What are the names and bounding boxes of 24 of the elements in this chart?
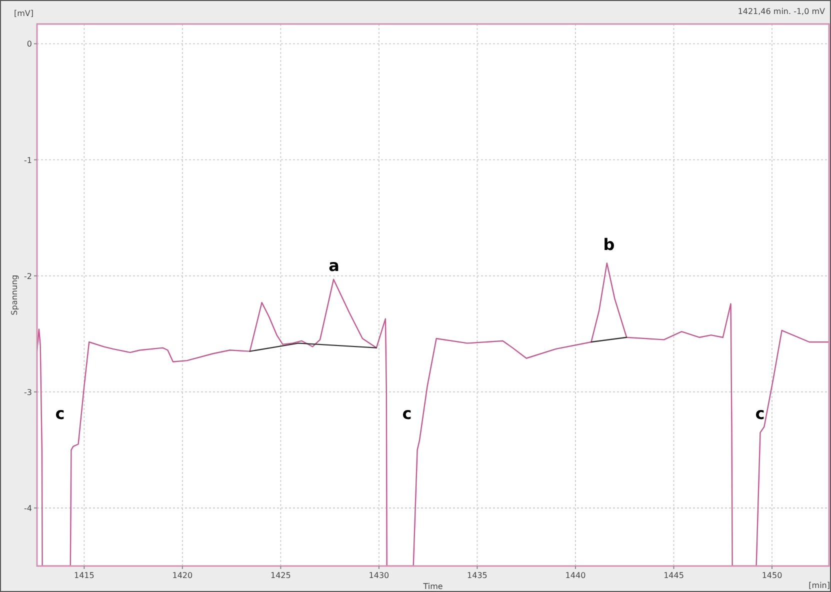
y-tick-label: -4 bbox=[24, 504, 32, 513]
x-axis-title: Time bbox=[422, 582, 443, 591]
x-tick-label: 1440 bbox=[565, 571, 586, 580]
line-series bbox=[37, 262, 829, 566]
y-axis-title: Spannung bbox=[10, 274, 19, 316]
text: [mV] bbox=[14, 9, 34, 18]
annotation: b bbox=[603, 235, 615, 254]
annotation: c bbox=[755, 404, 765, 423]
annotation: c bbox=[55, 404, 65, 423]
y-tick-label: -2 bbox=[24, 272, 32, 281]
x-tick-label: 1430 bbox=[368, 571, 390, 580]
y-tick-label: -1 bbox=[24, 156, 32, 165]
annotation: a bbox=[328, 256, 340, 275]
x-tick-label: 1450 bbox=[762, 571, 782, 580]
y-tick-label: -3 bbox=[24, 388, 32, 397]
annotation: c bbox=[402, 404, 412, 423]
x-tick-label: 1445 bbox=[664, 571, 684, 580]
y-tick-label: 0 bbox=[26, 40, 32, 49]
text: [min] bbox=[808, 581, 830, 590]
x-tick-label: 1435 bbox=[467, 571, 488, 580]
x-tick-label: 1425 bbox=[270, 571, 291, 580]
x-tick-label: 1415 bbox=[74, 571, 94, 580]
x-tick-label: 1420 bbox=[172, 571, 193, 580]
text: 1421,46 min. -1,0 mV bbox=[738, 7, 826, 16]
